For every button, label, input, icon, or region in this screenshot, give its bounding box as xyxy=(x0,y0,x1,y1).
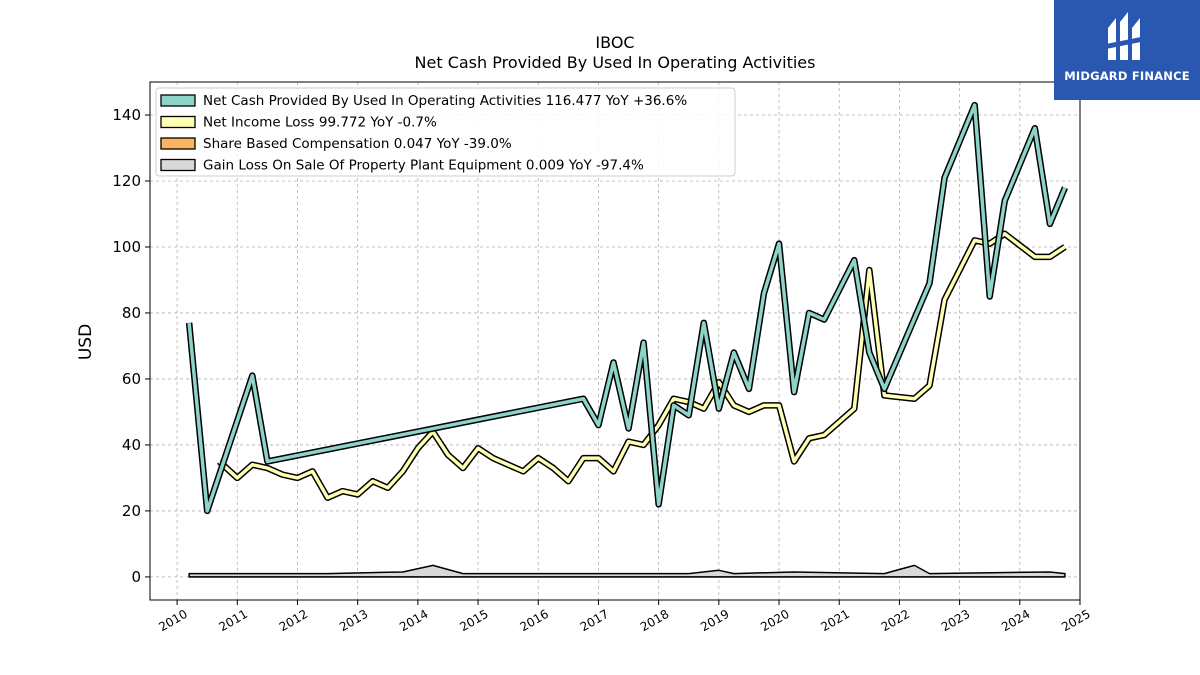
y-axis: 0 20 40 60 80 100 120 140 xyxy=(112,106,150,586)
x-tick-label: 2014 xyxy=(397,607,430,634)
chart-title: IBOC xyxy=(595,33,634,52)
y-axis-label: USD xyxy=(76,324,96,360)
chart-subtitle: Net Cash Provided By Used In Operating A… xyxy=(415,53,816,72)
midgard-monogram-icon xyxy=(1106,12,1146,60)
x-tick-label: 2015 xyxy=(457,607,490,634)
y-tick-label: 20 xyxy=(122,502,141,520)
legend: Net Cash Provided By Used In Operating A… xyxy=(155,87,736,177)
x-tick-label: 2025 xyxy=(1059,607,1092,634)
y-tick-label: 100 xyxy=(112,238,141,256)
x-tick-label: 2019 xyxy=(698,607,731,634)
legend-swatch xyxy=(160,115,196,129)
legend-label: Share Based Compensation 0.047 YoY -39.0… xyxy=(203,136,512,152)
x-axis: 2010 2011 2012 2013 2014 2015 2016 2017 2018 2019… xyxy=(156,600,1093,634)
x-tick-label: 2024 xyxy=(999,607,1032,634)
x-tick-label: 2016 xyxy=(518,607,551,634)
series-line-0 xyxy=(187,103,1067,513)
series-layer xyxy=(185,101,1068,578)
y-tick-label: 140 xyxy=(112,106,141,124)
legend-label: Net Cash Provided By Used In Operating A… xyxy=(203,93,687,109)
y-tick-label: 80 xyxy=(122,304,141,322)
legend-box xyxy=(155,87,736,177)
legend-swatch xyxy=(160,137,196,150)
series-area-3 xyxy=(188,564,1066,578)
x-tick-label: 2022 xyxy=(879,607,912,634)
x-tick-label: 2018 xyxy=(638,607,671,634)
x-tick-label: 2012 xyxy=(277,607,310,634)
logo-text: MIDGARD FINANCE xyxy=(1064,69,1190,83)
legend-swatch xyxy=(160,158,196,172)
x-tick-label: 2021 xyxy=(818,607,851,634)
legend-swatch xyxy=(160,94,196,107)
y-tick-label: 120 xyxy=(112,172,141,190)
y-tick-label: 0 xyxy=(131,568,141,586)
x-tick-label: 2013 xyxy=(337,607,370,634)
x-tick-label: 2011 xyxy=(217,607,250,634)
x-tick-label: 2020 xyxy=(758,607,791,634)
x-tick-label: 2010 xyxy=(156,607,189,634)
plot-frame xyxy=(149,81,1081,601)
x-tick-label: 2023 xyxy=(939,607,972,634)
y-tick-label: 60 xyxy=(122,370,141,388)
series-line-1 xyxy=(218,232,1066,500)
y-tick-label: 40 xyxy=(122,436,141,454)
logo: MIDGARD FINANCE xyxy=(1054,0,1200,100)
x-tick-label: 2017 xyxy=(578,607,611,634)
legend-label: Net Income Loss 99.772 YoY -0.7% xyxy=(203,115,437,131)
legend-label: Gain Loss On Sale Of Property Plant Equi… xyxy=(203,158,644,174)
